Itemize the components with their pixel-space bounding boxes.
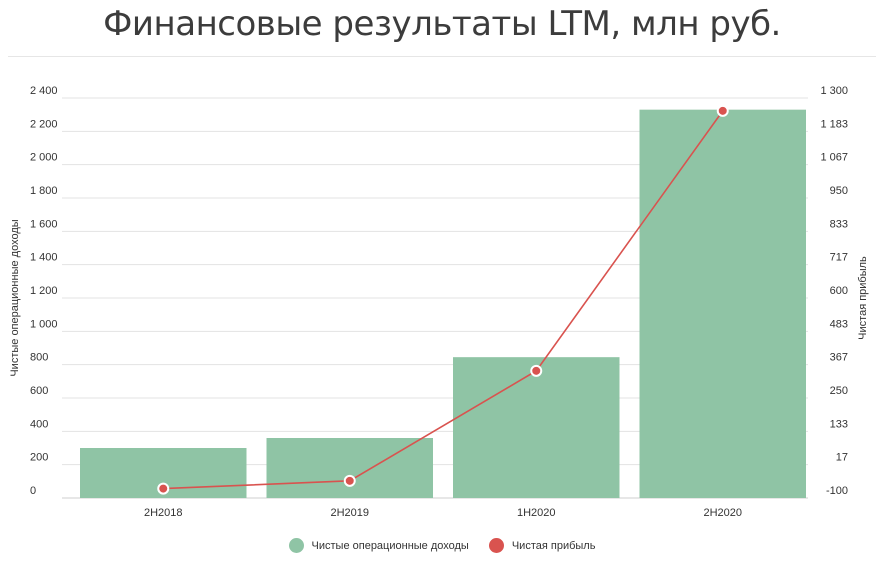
y-tick-right: 833: [830, 218, 848, 230]
y-tick-right: 717: [830, 252, 848, 264]
legend: Чистые операционные доходы Чистая прибыл…: [0, 538, 884, 553]
y-tick-right: 133: [830, 418, 848, 430]
y-tick-right: 1 300: [820, 85, 848, 97]
y-tick-left: 2 000: [30, 152, 58, 164]
y-tick-left: 800: [30, 352, 48, 364]
legend-swatch-revenue: [288, 538, 304, 553]
y-tick-left: 2 200: [30, 118, 58, 130]
bar: [453, 357, 620, 498]
y-tick-right: -100: [826, 485, 848, 497]
x-tick-label: 1H2020: [517, 507, 556, 519]
y-tick-right: 1 183: [820, 118, 848, 130]
y-tick-right: 1 067: [820, 152, 848, 164]
legend-label-revenue: Чистые операционные доходы: [311, 539, 469, 552]
profit-point: [716, 104, 729, 117]
x-tick-label: 2H2019: [330, 507, 369, 519]
bar: [639, 109, 806, 499]
y-axis-title-right: Чистая прибыль: [857, 256, 869, 340]
y-tick-left: 1 800: [30, 185, 58, 197]
y-tick-left: 200: [30, 452, 48, 464]
chart-canvas: 0 -100 200 17 400 133 600 250 800 367 1 000 483 1 20…: [9, 85, 869, 519]
y-tick-left: 1 000: [30, 318, 58, 330]
y-tick-right: 950: [830, 185, 848, 197]
profit-point: [530, 364, 543, 377]
y-tick-left: 1 400: [30, 252, 58, 264]
y-tick-left: 0: [30, 485, 36, 497]
legend-item-revenue[interactable]: Чистые операционные доходы: [288, 538, 469, 553]
y-tick-right: 367: [830, 352, 848, 364]
y-tick-left: 400: [30, 418, 48, 430]
y-tick-right: 483: [830, 318, 848, 330]
y-tick-right: 17: [836, 452, 848, 464]
profit-line: [163, 110, 724, 490]
y-tick-left: 1 200: [30, 285, 58, 297]
y-tick-right: 250: [830, 385, 848, 397]
chart-title: Финансовые результаты LTM, млн руб.: [103, 4, 781, 44]
x-tick-label: 2H2020: [703, 507, 742, 519]
legend-label-profit: Чистая прибыль: [511, 539, 596, 552]
legend-swatch-profit: [488, 538, 504, 553]
x-tick-label: 2H2018: [144, 507, 183, 519]
y-tick-right: 600: [830, 285, 848, 297]
profit-point: [343, 474, 356, 487]
y-axis-title-left: Чистые операционные доходы: [9, 219, 21, 376]
profit-point: [157, 482, 170, 495]
y-tick-left: 2 400: [30, 85, 58, 97]
y-tick-left: 600: [30, 385, 48, 397]
legend-item-profit[interactable]: Чистая прибыль: [488, 538, 596, 553]
title-divider: [8, 56, 876, 57]
y-tick-left: 1 600: [30, 218, 58, 230]
